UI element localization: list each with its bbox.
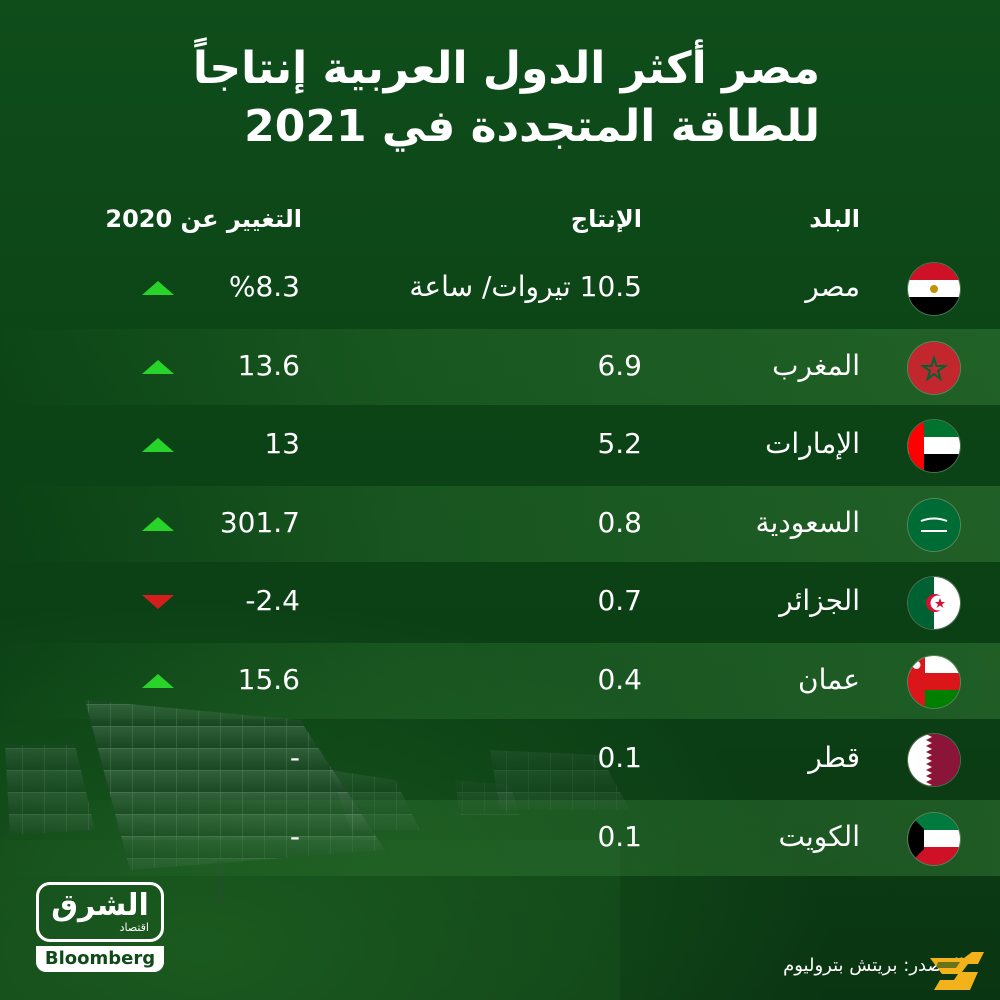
header-production: الإنتاج — [570, 205, 642, 233]
logo-sub: اقتصاد — [119, 921, 149, 934]
country-name: الإمارات — [765, 427, 860, 460]
change-value: 15.6 — [237, 662, 300, 696]
oman-flag-icon — [908, 655, 960, 708]
country-name: قطر — [808, 741, 860, 774]
header-country: البلد — [809, 205, 860, 233]
up-arrow-icon — [142, 281, 174, 295]
production-value: 0.1 — [597, 741, 642, 774]
production-value: 0.8 — [597, 505, 642, 539]
production-value: 10.5 تيروات/ ساعة — [409, 270, 642, 303]
asharq-bloomberg-logo: الشرق اقتصاد Bloomberg — [36, 882, 166, 974]
country-name: الكويت — [778, 819, 860, 853]
change-value: -2.4 — [245, 584, 300, 617]
production-value: 0.4 — [597, 662, 642, 696]
chart-title: مصر أكثر الدول العربية إنتاجاً للطاقة ال… — [120, 40, 820, 156]
logo-partner: Bloomberg — [36, 946, 164, 972]
kuwait-flag-icon — [908, 812, 960, 865]
header-change: التغيير عن 2020 — [105, 205, 302, 233]
up-arrow-icon — [142, 516, 174, 531]
table-row: الجزائر 0.7 -2.4 — [0, 564, 1000, 640]
logo-frame: الشرق اقتصاد — [36, 882, 164, 942]
algeria-flag-icon — [908, 577, 960, 629]
country-name: مصر — [805, 270, 860, 303]
change-value: - — [289, 741, 300, 774]
table-row: المغرب 6.9 13.6 — [0, 328, 1000, 405]
table-row: قطر 0.1 - — [0, 721, 1000, 797]
egypt-flag-icon — [908, 263, 960, 315]
production-value: 0.7 — [597, 584, 642, 617]
qatar-flag-icon — [908, 734, 960, 786]
up-arrow-icon — [142, 438, 174, 452]
source-note: المصدر: بريتش بتروليوم — [783, 955, 964, 976]
up-arrow-icon — [142, 359, 174, 374]
country-name: المغرب — [772, 348, 860, 382]
change-value: %8.3 — [228, 270, 300, 303]
country-name: عمان — [798, 662, 860, 696]
change-value: 13 — [264, 427, 300, 460]
down-arrow-icon — [142, 595, 174, 609]
uae-flag-icon — [908, 420, 960, 472]
country-name: الجزائر — [779, 584, 860, 617]
logo-arabic: الشرق — [51, 888, 149, 923]
change-value: - — [289, 819, 300, 853]
table-row: عمان 0.4 15.6 — [0, 642, 1000, 719]
morocco-flag-icon — [908, 341, 960, 394]
country-name: السعودية — [755, 505, 860, 539]
production-value: 5.2 — [597, 427, 642, 460]
table-row: مصر 10.5 تيروات/ ساعة %8.3 — [0, 250, 1000, 326]
change-value: 13.6 — [237, 348, 300, 382]
production-value: 0.1 — [597, 819, 642, 853]
title-line-1: مصر أكثر الدول العربية إنتاجاً — [192, 43, 820, 94]
table-row: الكويت 0.1 - — [0, 799, 1000, 876]
up-arrow-icon — [142, 673, 174, 688]
change-value: 301.7 — [219, 505, 300, 539]
production-value: 6.9 — [597, 348, 642, 382]
title-line-2: للطاقة المتجددة في 2021 — [244, 101, 820, 152]
saudi-flag-icon — [908, 498, 960, 551]
table-row: الإمارات 5.2 13 — [0, 407, 1000, 483]
table-row: السعودية 0.8 301.7 — [0, 485, 1000, 562]
corner-brand-icon — [930, 952, 984, 990]
